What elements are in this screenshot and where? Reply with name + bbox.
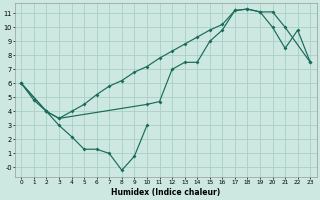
X-axis label: Humidex (Indice chaleur): Humidex (Indice chaleur) bbox=[111, 188, 220, 197]
